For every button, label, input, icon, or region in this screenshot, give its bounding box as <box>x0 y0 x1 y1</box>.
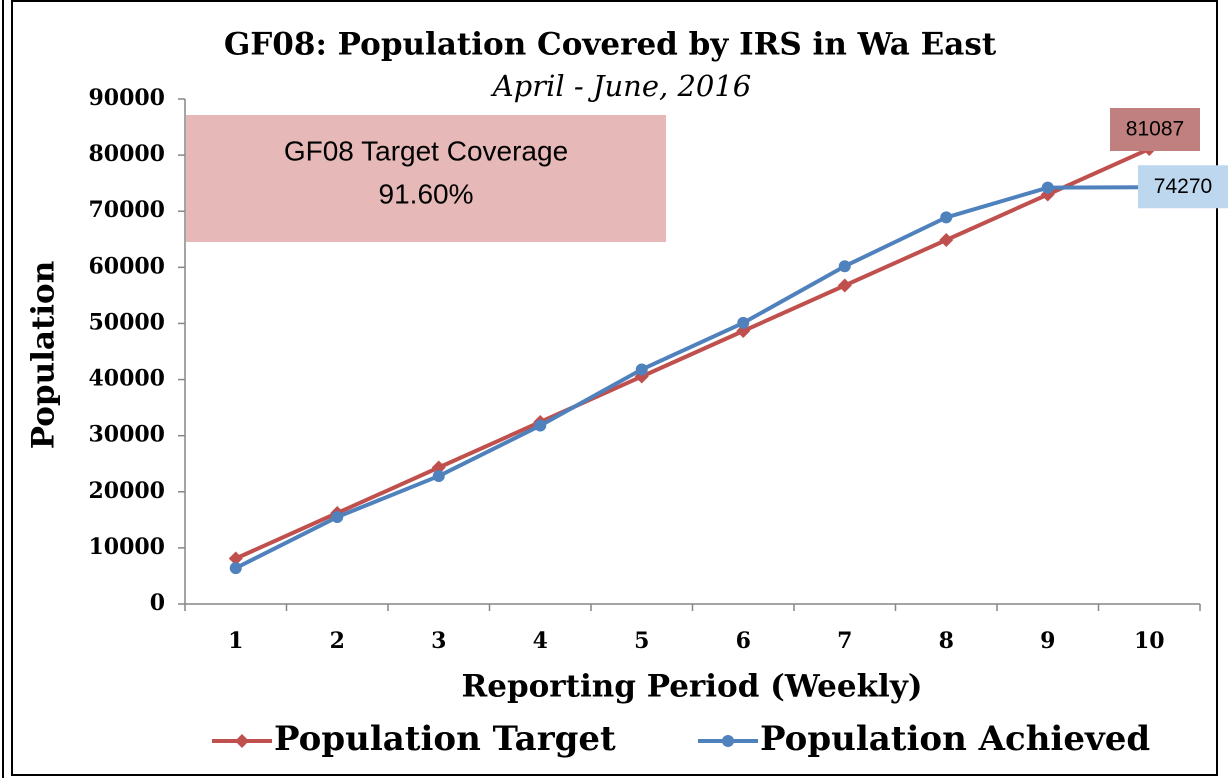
point-marker <box>228 551 243 566</box>
y-tick-label: 50000 <box>88 309 165 335</box>
series-line <box>234 147 1151 561</box>
x-tick-label: 1 <box>228 628 243 654</box>
x-tick-label: 10 <box>1134 628 1165 654</box>
legend-label: Population Achieved <box>760 719 1150 759</box>
point-marker <box>331 511 344 524</box>
x-tick-label: 5 <box>634 628 649 654</box>
data-label-box <box>1110 108 1200 152</box>
x-tick-label: 6 <box>736 628 751 654</box>
y-tick-label: 30000 <box>88 422 165 448</box>
x-tick-label: 7 <box>837 628 852 654</box>
x-tick-label: 8 <box>939 628 954 654</box>
point-marker <box>939 233 954 248</box>
point-marker <box>737 316 750 329</box>
y-tick-label: 40000 <box>88 366 165 392</box>
chart-subtitle: April - June, 2016 <box>490 69 752 103</box>
y-tick-label: 80000 <box>88 141 165 167</box>
annotation-box <box>186 115 666 242</box>
legend-label: Population Target <box>274 719 616 759</box>
point-marker <box>635 363 648 376</box>
y-axis-label: Population <box>26 261 62 450</box>
point-marker <box>431 460 446 475</box>
data-label: 74270 <box>1154 175 1212 198</box>
point-marker <box>940 211 953 224</box>
x-axis-label: Reporting Period (Weekly) <box>461 669 922 705</box>
y-tick-label: 60000 <box>88 253 165 279</box>
point-marker <box>432 470 445 483</box>
legend-marker <box>235 734 249 748</box>
point-marker <box>1041 181 1054 194</box>
y-tick-label: 0 <box>150 590 165 616</box>
y-tick-label: 20000 <box>88 478 165 504</box>
x-tick-label: 2 <box>330 628 345 654</box>
point-marker <box>534 419 547 432</box>
annotation-text: GF08 Target Coverage <box>284 135 568 166</box>
point-marker <box>838 260 851 273</box>
x-tick-label: 9 <box>1040 628 1055 654</box>
point-marker <box>229 562 242 575</box>
annotation-text: 91.60% <box>379 178 474 209</box>
x-tick-label: 3 <box>431 628 446 654</box>
y-tick-label: 70000 <box>88 197 165 223</box>
chart-title: GF08: Population Covered by IRS in Wa Ea… <box>224 27 997 63</box>
legend-marker <box>722 735 734 747</box>
point-marker <box>837 278 852 293</box>
data-label: 81087 <box>1126 118 1184 141</box>
y-tick-label: 10000 <box>88 534 165 560</box>
data-label-box <box>1138 165 1228 209</box>
x-tick-label: 4 <box>533 628 548 654</box>
y-tick-label: 90000 <box>88 85 165 111</box>
series-line <box>234 185 1150 570</box>
